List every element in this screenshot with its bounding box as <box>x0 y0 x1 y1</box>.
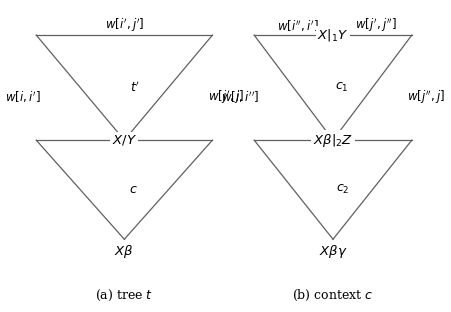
Text: $w[i', j']$: $w[i', j']$ <box>104 17 144 34</box>
Text: $X\beta|_2Z$: $X\beta|_2Z$ <box>312 132 352 149</box>
Text: $w[j', j]$: $w[j', j]$ <box>207 89 243 106</box>
Text: (a) tree $t$: (a) tree $t$ <box>95 288 153 303</box>
Text: $w[i'', i']$: $w[i'', i']$ <box>276 19 318 34</box>
Text: $w[i, i'']$: $w[i, i'']$ <box>220 90 258 105</box>
Text: (b) context $c$: (b) context $c$ <box>292 288 373 303</box>
Text: $w[j', j'']$: $w[j', j'']$ <box>354 17 396 34</box>
Text: $X|_1Y$: $X|_1Y$ <box>317 27 348 43</box>
Text: $w[j'', j]$: $w[j'', j]$ <box>406 89 444 106</box>
Text: $w[i, i']$: $w[i, i']$ <box>5 90 41 105</box>
Text: $X/Y$: $X/Y$ <box>111 133 137 147</box>
Text: $X\beta\gamma$: $X\beta\gamma$ <box>318 243 346 260</box>
Text: $c_2$: $c_2$ <box>335 183 348 196</box>
Text: $c$: $c$ <box>129 183 138 196</box>
Text: $t'$: $t'$ <box>130 80 140 95</box>
Text: $c_1$: $c_1$ <box>335 81 348 94</box>
Text: $X\beta$: $X\beta$ <box>114 243 134 260</box>
